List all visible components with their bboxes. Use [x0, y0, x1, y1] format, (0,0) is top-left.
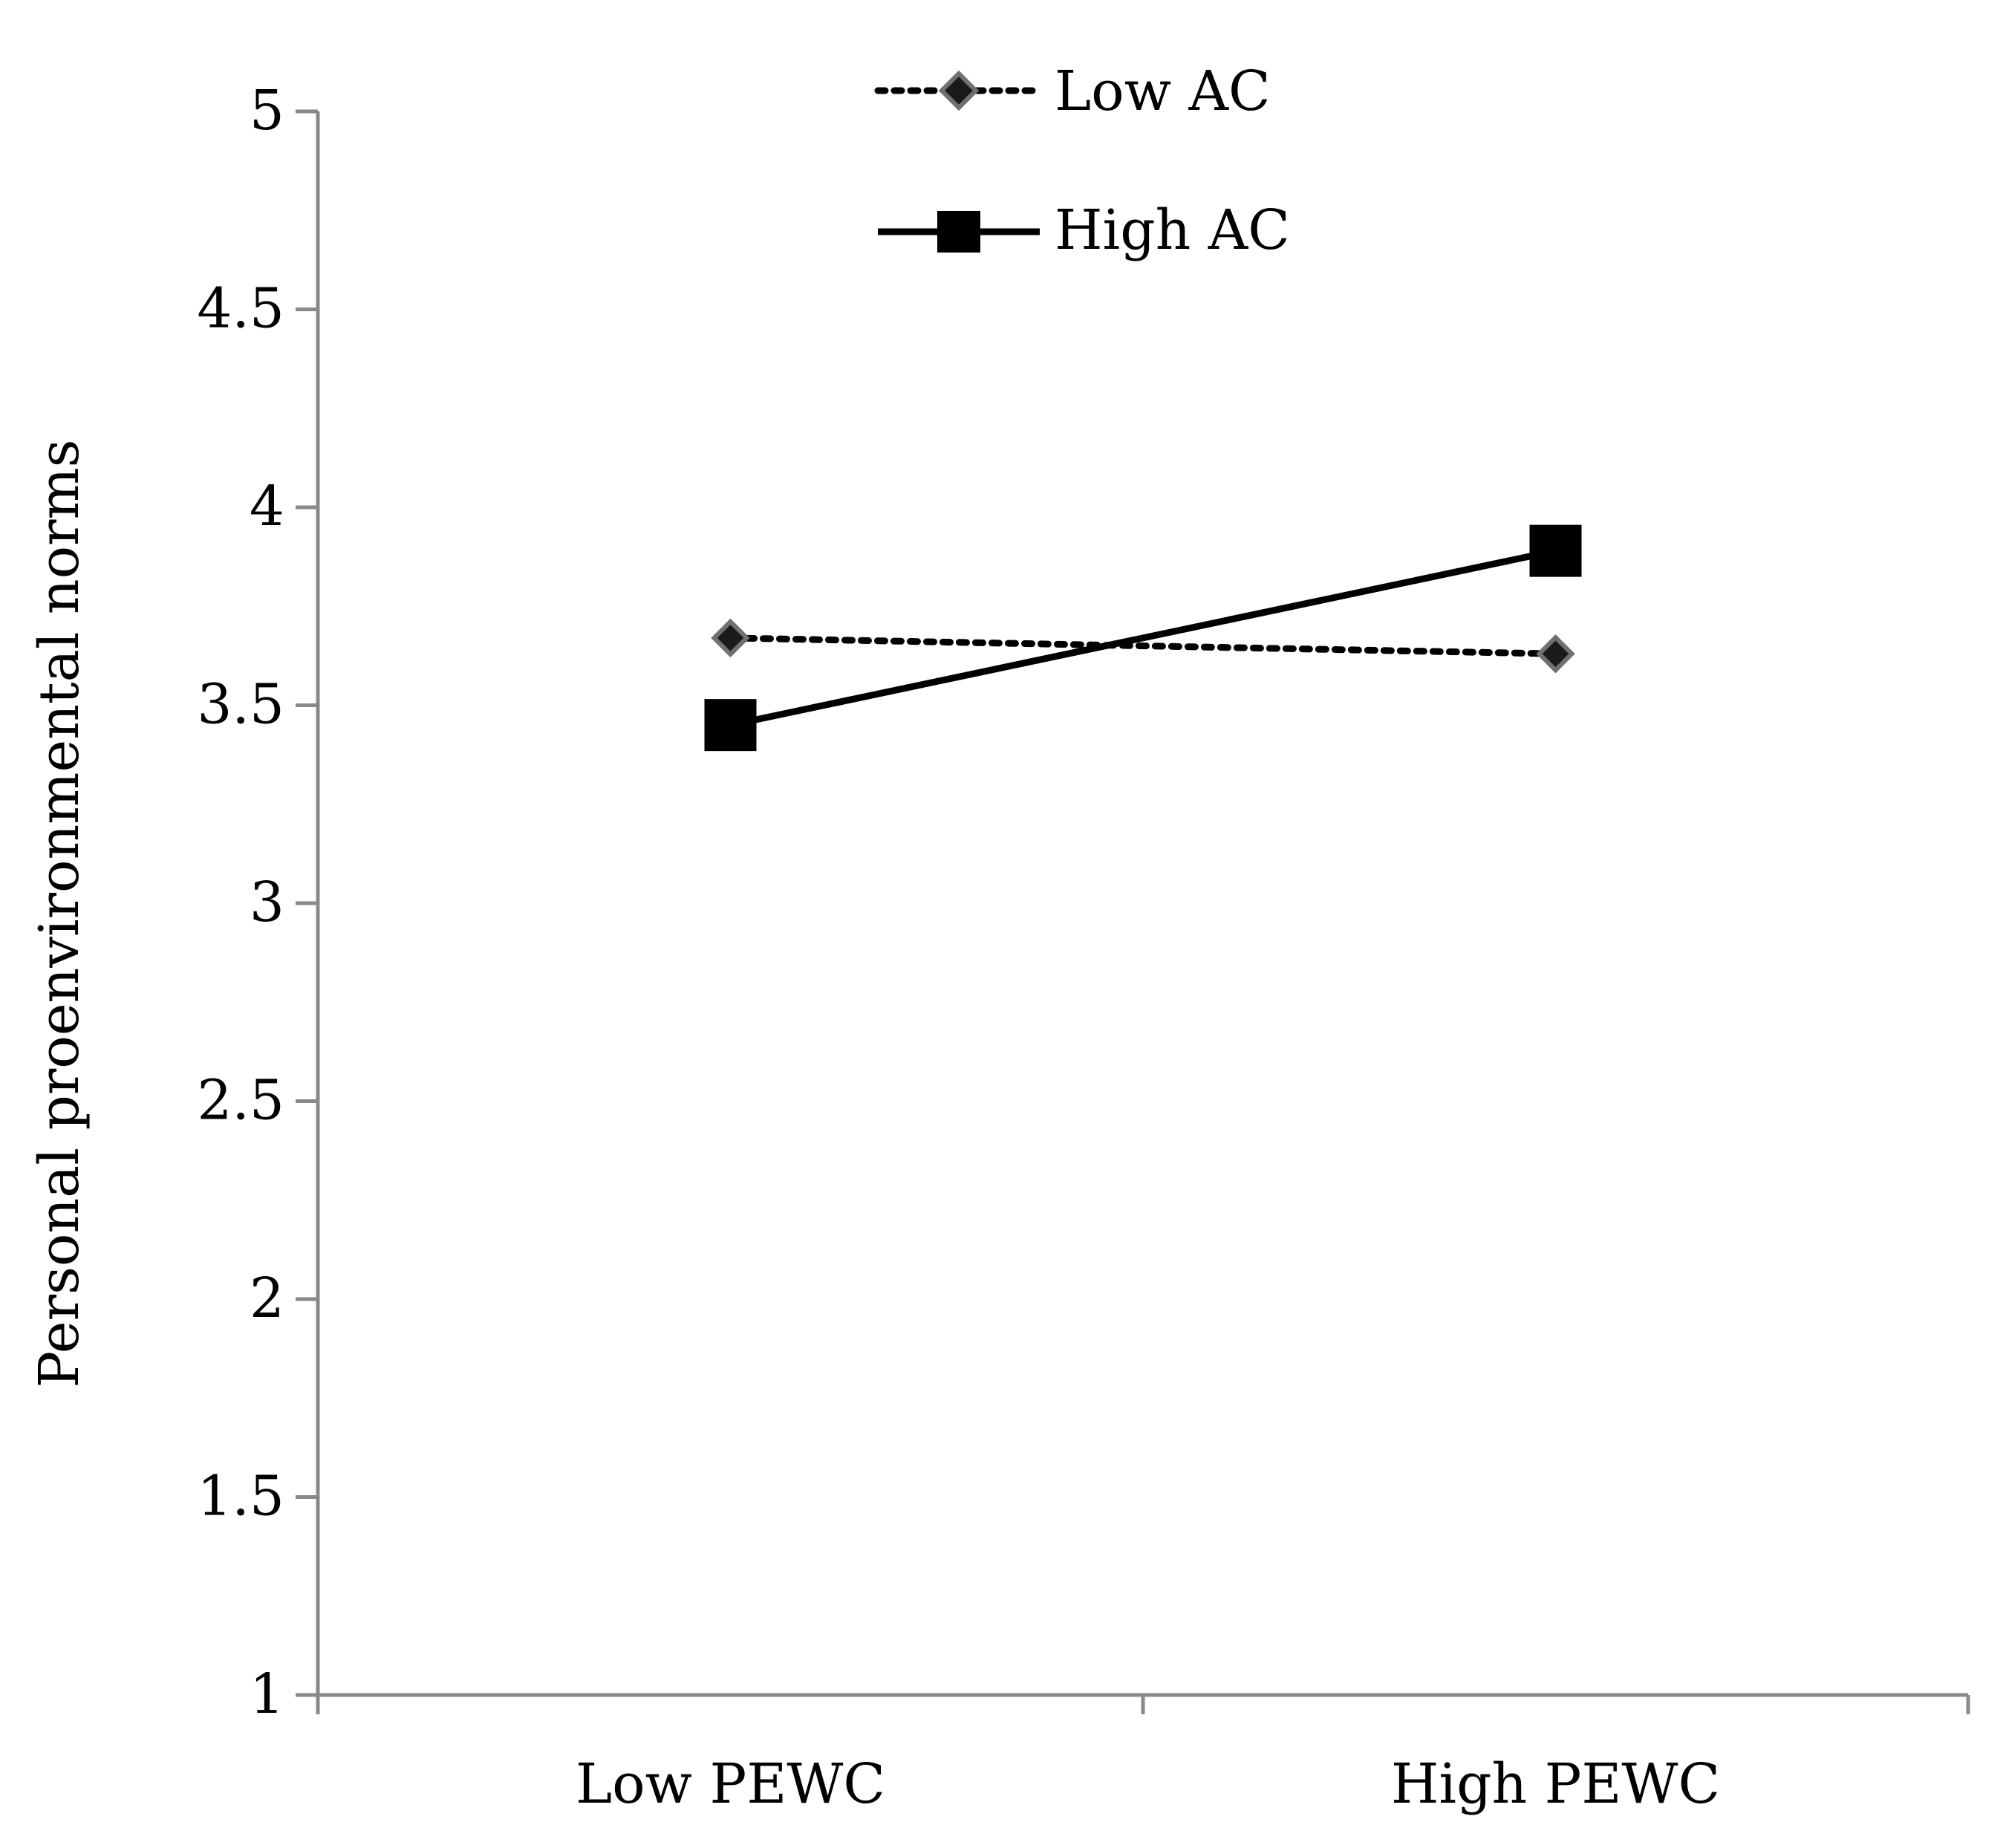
legend-marker-square	[937, 211, 980, 253]
y-tick-label: 4.5	[197, 277, 284, 341]
series-line-high-ac	[729, 547, 1557, 729]
y-tick-label: 2.5	[197, 1069, 284, 1133]
x-axis-ticks: Low PEWC High PEWC	[316, 1695, 1970, 1816]
point-low-ac-1	[1536, 634, 1575, 674]
legend-marker-diamond	[938, 70, 980, 111]
y-axis-label: Personal proenvironmental norms	[27, 439, 91, 1387]
x-tick-label: Low PEWC	[576, 1752, 885, 1816]
x-tick-label: High PEWC	[1391, 1752, 1720, 1816]
y-tick-label: 3	[250, 871, 284, 934]
series-line-low-ac	[727, 634, 1559, 657]
y-tick-label: 1	[250, 1662, 284, 1726]
y-tick-label: 3.5	[197, 673, 284, 737]
y-axis-ticks: 1 1.5 2 2.5 3 3.5 4 4.5 5	[197, 79, 318, 1726]
series-high-ac	[704, 524, 1582, 752]
legend-label-high-ac: High AC	[1055, 198, 1290, 262]
y-tick-label: 1.5	[197, 1465, 284, 1529]
y-tick-label: 2	[250, 1266, 284, 1330]
legend-item-high-ac: High AC	[878, 198, 1290, 262]
point-low-ac-0	[711, 618, 750, 658]
series-low-ac	[711, 618, 1575, 674]
legend-label-low-ac: Low AC	[1055, 59, 1271, 123]
legend-item-low-ac: Low AC	[874, 59, 1271, 123]
legend: Low AC High AC	[874, 59, 1290, 262]
point-high-ac-1	[1529, 524, 1582, 577]
y-tick-label: 4	[250, 475, 284, 539]
series-layer	[704, 524, 1582, 752]
y-tick-label: 5	[250, 79, 284, 143]
point-high-ac-0	[704, 699, 757, 752]
